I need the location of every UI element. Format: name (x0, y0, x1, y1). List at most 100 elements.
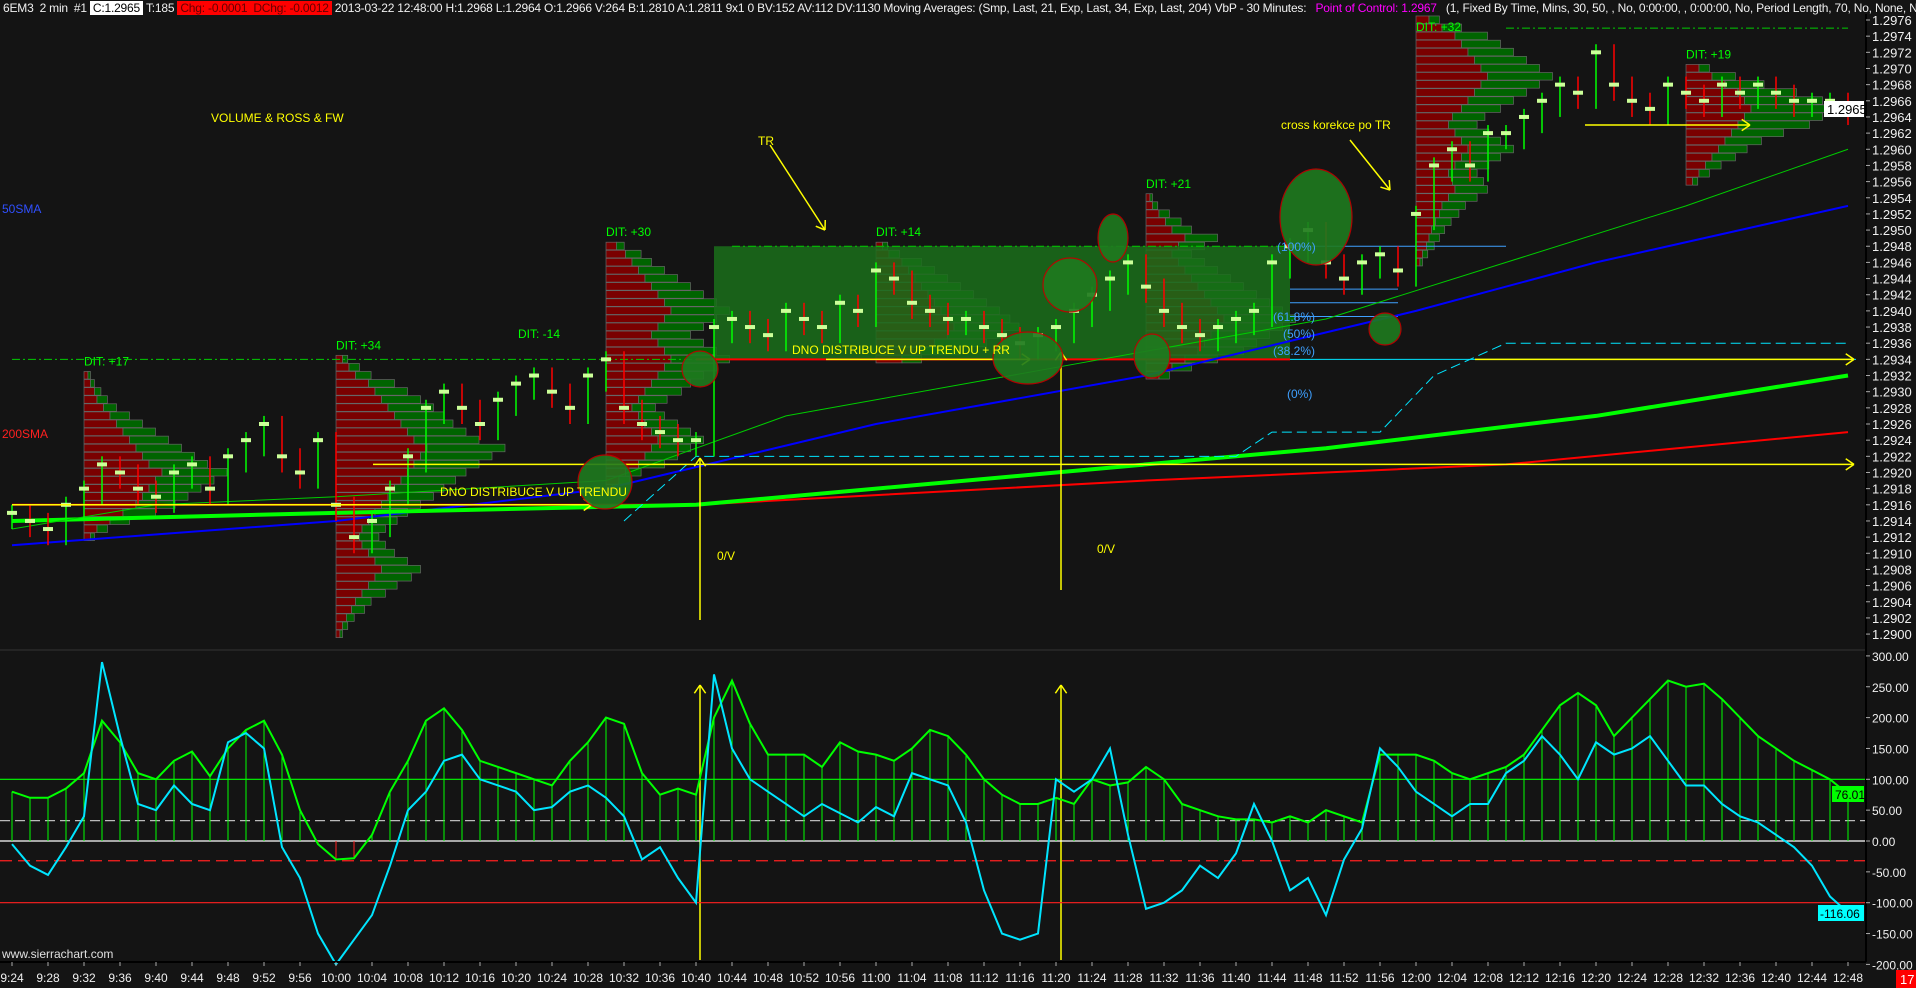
close-marker (295, 470, 305, 475)
ask-volume-bar (148, 460, 208, 469)
close-marker (835, 300, 845, 305)
close-marker (259, 422, 269, 426)
time-tick-label: 10:44 (717, 971, 747, 985)
bid-volume-bar (83, 460, 150, 469)
close-marker (79, 486, 89, 491)
yellow-arrow-head (1845, 463, 1855, 471)
bid-volume-bar (1415, 233, 1430, 243)
close-marker (1195, 333, 1205, 338)
price-bars (7, 44, 1853, 554)
time-tick-label: 12:36 (1725, 971, 1755, 985)
osc-tick-label: -150.00 (1872, 928, 1913, 942)
yellow-vertical-arrow-head (699, 684, 707, 694)
bid-volume-bar (1415, 193, 1449, 202)
close-marker (367, 518, 377, 523)
bid-volume-bar (605, 338, 659, 348)
ask-volume-bar (1744, 112, 1823, 121)
time-tick-label: 12:44 (1797, 971, 1827, 985)
ask-volume-bar (161, 468, 228, 477)
bid-volume-bar (335, 605, 352, 614)
yellow-vertical-arrow-head (699, 457, 707, 467)
close-marker (943, 316, 953, 321)
ask-volume-bar (400, 476, 456, 485)
price-tick-label: 1.2900 (1872, 627, 1912, 642)
close-marker (475, 422, 485, 426)
moving-average-line (623, 342, 1848, 522)
bid-volume-bar (1415, 88, 1475, 97)
osc-tick-label: 250.00 (1872, 681, 1909, 695)
price-tick-label: 1.2932 (1872, 369, 1912, 384)
ask-volume-bar (155, 476, 215, 485)
ask-volume-bar (1698, 169, 1710, 178)
time-tick-label: 10:28 (573, 971, 603, 985)
bid-volume-bar (83, 508, 124, 517)
bid-volume-bar (605, 363, 665, 372)
ask-volume-bar (387, 403, 434, 412)
osc-tick-label: 300.00 (1872, 650, 1909, 664)
vbp-params: (1, Fixed By Time, Mins, 30, 50, , No, 0… (1442, 1, 1916, 15)
close-marker (1177, 325, 1187, 330)
bid-volume-bar (1145, 201, 1153, 210)
close-marker (727, 316, 737, 321)
ask-volume-bar (407, 468, 467, 477)
ask-volume-bar (1419, 258, 1423, 267)
ask-volume-bar (1441, 23, 1462, 32)
ask-volume-bar (381, 395, 421, 404)
bid-volume-bar (605, 266, 639, 275)
osc-tick-label: 100.00 (1872, 773, 1909, 787)
bid-volume-bar (1415, 128, 1456, 138)
time-tick-label: 12:16 (1545, 971, 1575, 985)
bid-volume-bar (605, 290, 659, 299)
time-tick-label: 11:48 (1293, 971, 1322, 985)
green-last-value: 76.01 (1835, 788, 1865, 802)
close-value: C:1.2965 (89, 1, 143, 15)
dit-label: DIT: +30 (606, 225, 651, 239)
bid-volume-bar (335, 573, 376, 582)
close-marker (1807, 98, 1817, 103)
close-marker (313, 438, 323, 443)
close-marker (1699, 98, 1709, 103)
ask-volume-bar (1467, 144, 1514, 154)
ask-volume-bar (1744, 96, 1823, 105)
ask-volume-bar (1439, 209, 1460, 218)
ask-volume-bar (638, 395, 668, 404)
price-tick-label: 1.2936 (1872, 336, 1912, 351)
time-tick-label: 12:28 (1653, 971, 1683, 985)
chart-number: #1 (73, 1, 87, 15)
price-tick-label: 1.2922 (1872, 449, 1912, 464)
ask-volume-bar (1467, 47, 1514, 57)
sma200-label: 200SMA (2, 427, 48, 441)
price-tick-label: 1.2976 (1872, 13, 1912, 28)
time-tick-label: 11:28 (1113, 971, 1142, 985)
bid-volume-bar (605, 346, 665, 356)
bid-volume-bar (1415, 144, 1469, 154)
ask-volume-bar (651, 443, 691, 453)
bid-volume-bar (335, 419, 402, 428)
ask-volume-bar (1718, 144, 1748, 154)
time-tick-label: 9:40 (144, 971, 168, 985)
close-marker (1213, 325, 1223, 330)
ask-volume-bar (387, 492, 434, 501)
last-price: 1.2965 (1827, 102, 1867, 117)
fib-100: (100%) (1277, 240, 1316, 254)
price-tick-label: 1.2952 (1872, 207, 1912, 222)
cyan-last-box (1818, 905, 1864, 921)
time-tick-label: 11:40 (1221, 971, 1250, 985)
time-tick-label: 10:00 (321, 971, 351, 985)
yellow-vertical-arrow-head (693, 457, 701, 467)
close-marker (889, 276, 899, 281)
ask-volume-bar (1165, 217, 1182, 226)
time-tick-label: 11:04 (897, 971, 926, 985)
price-tick-label: 1.2964 (1872, 110, 1912, 125)
ask-volume-bar (381, 565, 421, 574)
ask-volume-bar (1461, 136, 1501, 146)
osc-tick-label: 150.00 (1872, 742, 1909, 756)
ask-volume-bar (657, 290, 704, 299)
bid-volume-bar (335, 427, 408, 436)
bid-volume-bar (1415, 39, 1462, 49)
time-tick-label: 9:56 (288, 971, 312, 985)
price-tick-label: 1.2904 (1872, 595, 1912, 610)
close-marker (25, 518, 35, 523)
close-marker (151, 494, 161, 499)
